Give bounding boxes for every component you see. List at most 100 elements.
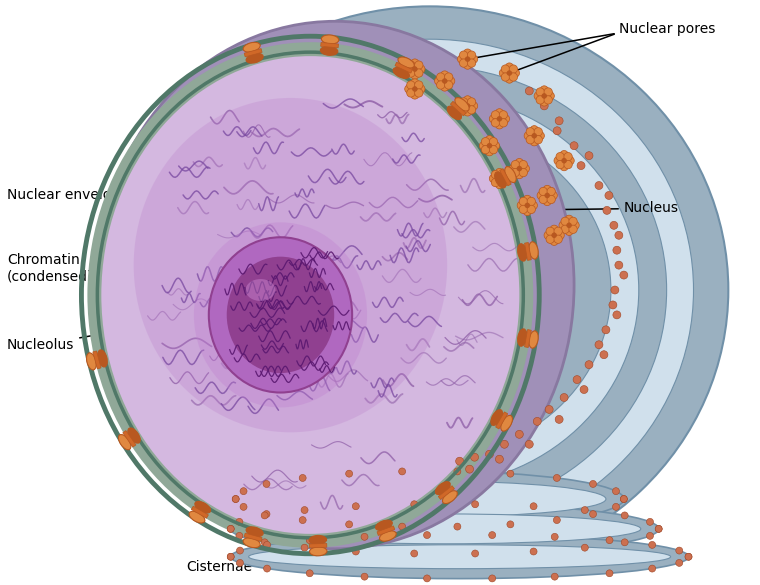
- Circle shape: [577, 161, 585, 170]
- Bar: [524, 329, 531, 347]
- Circle shape: [647, 532, 654, 539]
- Circle shape: [540, 86, 549, 94]
- Circle shape: [621, 512, 629, 519]
- Ellipse shape: [131, 6, 728, 574]
- Circle shape: [609, 301, 617, 309]
- Circle shape: [489, 137, 498, 146]
- Circle shape: [554, 156, 562, 165]
- Ellipse shape: [220, 94, 638, 486]
- Circle shape: [525, 87, 534, 95]
- Circle shape: [523, 195, 531, 204]
- Bar: [309, 543, 327, 548]
- Circle shape: [547, 195, 556, 204]
- Ellipse shape: [249, 545, 670, 569]
- Circle shape: [573, 376, 581, 384]
- Ellipse shape: [226, 257, 334, 373]
- Circle shape: [410, 59, 419, 67]
- Bar: [496, 412, 508, 429]
- Circle shape: [555, 415, 563, 424]
- Circle shape: [264, 542, 271, 548]
- Circle shape: [543, 185, 551, 194]
- Circle shape: [534, 128, 543, 136]
- Circle shape: [489, 174, 498, 183]
- Circle shape: [561, 225, 569, 233]
- Circle shape: [620, 495, 627, 503]
- Circle shape: [458, 55, 466, 63]
- Circle shape: [581, 544, 588, 551]
- Circle shape: [556, 160, 565, 168]
- Circle shape: [530, 548, 537, 555]
- Circle shape: [536, 96, 544, 104]
- Circle shape: [564, 160, 572, 168]
- Ellipse shape: [249, 123, 611, 457]
- Circle shape: [499, 69, 508, 77]
- Text: Nuclear pores: Nuclear pores: [619, 22, 715, 36]
- Bar: [321, 43, 338, 48]
- Circle shape: [515, 431, 524, 438]
- Ellipse shape: [442, 491, 458, 504]
- Circle shape: [546, 227, 554, 235]
- Ellipse shape: [193, 66, 667, 514]
- Circle shape: [566, 156, 575, 165]
- Circle shape: [585, 361, 593, 369]
- Ellipse shape: [529, 242, 538, 259]
- Circle shape: [595, 341, 603, 349]
- Circle shape: [569, 217, 578, 225]
- Ellipse shape: [309, 535, 327, 545]
- Ellipse shape: [231, 504, 659, 554]
- Circle shape: [499, 119, 508, 127]
- Circle shape: [496, 121, 504, 129]
- Circle shape: [489, 575, 496, 582]
- Circle shape: [263, 480, 270, 487]
- Circle shape: [585, 152, 593, 160]
- Circle shape: [615, 231, 623, 239]
- Circle shape: [527, 205, 536, 214]
- Circle shape: [407, 81, 415, 89]
- Bar: [451, 101, 466, 116]
- Circle shape: [534, 418, 541, 425]
- Circle shape: [458, 102, 466, 110]
- Ellipse shape: [166, 39, 694, 541]
- Circle shape: [454, 523, 461, 530]
- Circle shape: [546, 235, 554, 243]
- Circle shape: [236, 518, 243, 525]
- Circle shape: [561, 217, 569, 225]
- Circle shape: [595, 181, 603, 190]
- Circle shape: [610, 221, 618, 229]
- Circle shape: [536, 132, 544, 140]
- Bar: [244, 49, 262, 57]
- Bar: [499, 168, 511, 186]
- Bar: [123, 431, 136, 447]
- Circle shape: [491, 178, 499, 187]
- Circle shape: [460, 106, 467, 114]
- Circle shape: [261, 512, 268, 519]
- Circle shape: [531, 133, 537, 139]
- Circle shape: [620, 271, 628, 279]
- Circle shape: [620, 495, 627, 503]
- Circle shape: [441, 83, 449, 91]
- Circle shape: [227, 525, 234, 532]
- Circle shape: [496, 109, 504, 117]
- Circle shape: [456, 457, 464, 465]
- Circle shape: [407, 89, 415, 97]
- Circle shape: [603, 207, 611, 214]
- Circle shape: [301, 507, 308, 514]
- Circle shape: [553, 517, 560, 524]
- Circle shape: [551, 534, 558, 541]
- Circle shape: [685, 553, 692, 560]
- Ellipse shape: [246, 527, 263, 536]
- Circle shape: [649, 542, 656, 548]
- Circle shape: [524, 202, 530, 208]
- Circle shape: [524, 132, 533, 140]
- Circle shape: [613, 246, 621, 254]
- Circle shape: [236, 559, 243, 566]
- Circle shape: [539, 195, 547, 204]
- Circle shape: [465, 56, 470, 62]
- Circle shape: [613, 311, 621, 319]
- Circle shape: [233, 495, 239, 503]
- Circle shape: [523, 207, 531, 215]
- Circle shape: [415, 89, 423, 97]
- Circle shape: [464, 108, 472, 116]
- Ellipse shape: [236, 471, 624, 527]
- Circle shape: [240, 503, 247, 510]
